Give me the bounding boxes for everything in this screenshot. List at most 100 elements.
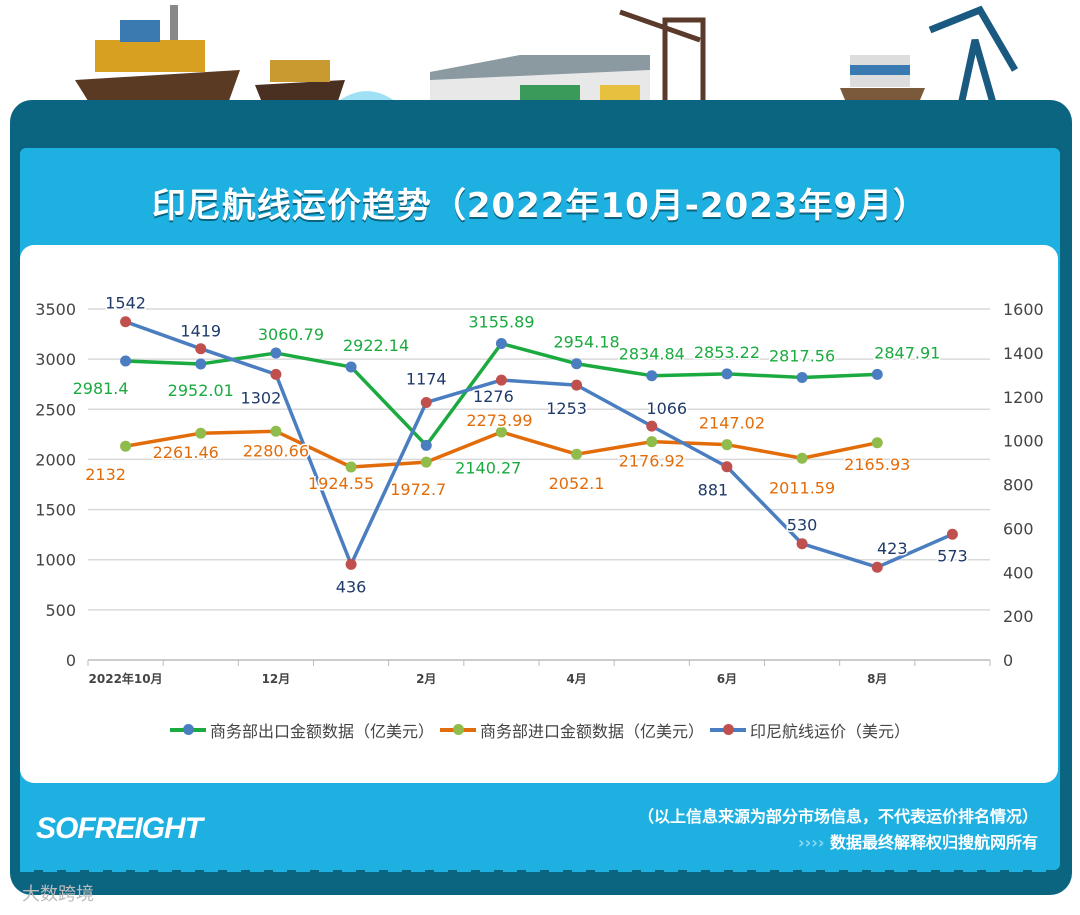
border-dash xyxy=(1009,866,1023,872)
series-line-2 xyxy=(124,320,954,569)
data-point xyxy=(495,426,507,438)
chart-title: 印尼航线运价趋势（2022年10月-2023年9月） xyxy=(151,186,929,226)
border-dash xyxy=(986,866,1000,872)
y-right-tick-label: 1200 xyxy=(1003,388,1044,407)
border-dash xyxy=(917,866,931,872)
data-point xyxy=(946,528,958,540)
data-label: 2922.14 xyxy=(343,336,409,355)
border-dash xyxy=(20,866,34,872)
legend-item-freight: 印尼航线运价（美元） xyxy=(710,718,910,742)
data-point xyxy=(721,461,733,473)
data-label: 2853.22 xyxy=(694,343,760,362)
y-left-tick-label: 1500 xyxy=(35,501,76,520)
data-label: 1174 xyxy=(406,369,447,388)
data-label: 1253 xyxy=(546,399,587,418)
data-point xyxy=(721,439,733,451)
data-label: 2147.02 xyxy=(699,414,765,433)
data-label: 1972.7 xyxy=(390,480,446,499)
border-dash xyxy=(572,866,586,872)
data-label: 573 xyxy=(937,546,968,565)
y-right-tick-label: 1400 xyxy=(1003,344,1044,363)
data-label: 2834.84 xyxy=(619,345,685,364)
border-dash xyxy=(480,866,494,872)
y-right-tick-label: 400 xyxy=(1003,563,1034,582)
data-label: 2817.56 xyxy=(769,346,835,365)
border-dash xyxy=(848,866,862,872)
y-right-tick-label: 0 xyxy=(1003,651,1013,670)
y-left-tick-label: 1000 xyxy=(35,551,76,570)
data-label: 2011.59 xyxy=(769,478,835,497)
border-dash xyxy=(595,866,609,872)
data-label: 436 xyxy=(336,577,367,596)
border-dash xyxy=(641,866,655,872)
legend-label: 印尼航线运价（美元） xyxy=(750,722,911,741)
border-dash xyxy=(733,866,747,872)
data-point xyxy=(420,439,432,451)
data-label: 2952.01 xyxy=(168,381,234,400)
y-right-tick-label: 1000 xyxy=(1003,432,1044,451)
data-label: 2140.27 xyxy=(455,458,521,477)
data-point xyxy=(345,361,357,373)
data-point xyxy=(796,452,808,464)
border-dash xyxy=(181,866,195,872)
border-dash xyxy=(871,866,885,872)
data-point xyxy=(571,379,583,391)
border-dash xyxy=(250,866,264,872)
copyright-note: ›››› 数据最终解释权归搜航网所有 xyxy=(798,829,1038,853)
data-point xyxy=(871,561,883,573)
data-label: 2052.1 xyxy=(549,474,605,493)
border-dash xyxy=(687,866,701,872)
border-dash xyxy=(756,866,770,872)
border-dash xyxy=(526,866,540,872)
watermark: 大数跨境 xyxy=(22,884,94,905)
border-dash xyxy=(319,866,333,872)
x-tick-label: 2022年10月 xyxy=(89,671,163,686)
data-point xyxy=(270,368,282,380)
data-point xyxy=(495,338,507,350)
chevrons-icon: ›››› xyxy=(798,833,825,852)
copyright-text: 数据最终解释权归搜航网所有 xyxy=(829,833,1038,852)
data-label: 2954.18 xyxy=(553,333,619,352)
border-dash xyxy=(779,866,793,872)
y-left-tick-label: 3500 xyxy=(35,300,76,319)
border-dash xyxy=(434,866,448,872)
data-label: 423 xyxy=(877,539,908,558)
legend-item-import: 商务部进口金额数据（亿美元） xyxy=(439,718,704,742)
y-right-tick-label: 600 xyxy=(1003,519,1034,538)
y-right-tick-label: 200 xyxy=(1003,607,1034,626)
legend: 商务部出口金额数据（亿美元） 商务部进口金额数据（亿美元） 印尼航线运价（美元） xyxy=(0,718,1080,742)
data-point xyxy=(270,347,282,359)
chart-card xyxy=(20,245,1058,783)
legend-swatch-export xyxy=(169,724,206,735)
border-dash xyxy=(112,866,126,872)
data-label: 2165.93 xyxy=(844,455,910,474)
data-point xyxy=(646,436,658,448)
data-point xyxy=(646,370,658,382)
decorative-border xyxy=(20,860,1060,876)
border-dash xyxy=(940,866,954,872)
border-dash xyxy=(549,866,563,872)
data-label: 3060.79 xyxy=(258,325,324,344)
border-dash xyxy=(365,866,379,872)
data-label: 530 xyxy=(787,516,818,535)
data-label: 1066 xyxy=(646,399,687,418)
data-label: 1302 xyxy=(241,388,282,407)
data-point xyxy=(495,374,507,386)
border-dash xyxy=(296,866,310,872)
data-label: 2847.91 xyxy=(874,343,940,362)
data-point xyxy=(195,343,207,355)
border-dash xyxy=(342,866,356,872)
warehouse-icon xyxy=(430,9,706,108)
border-dash xyxy=(273,866,287,872)
data-point xyxy=(571,448,583,460)
border-dash xyxy=(825,866,839,872)
y-left-tick-label: 0 xyxy=(66,651,76,670)
x-tick-label: 4月 xyxy=(566,672,586,686)
data-point xyxy=(120,440,132,452)
border-dash xyxy=(664,866,678,872)
data-label: 2280.66 xyxy=(243,441,309,460)
x-tick-label: 2月 xyxy=(416,672,436,686)
border-dash xyxy=(411,866,425,872)
x-tick-label: 12月 xyxy=(262,672,291,686)
